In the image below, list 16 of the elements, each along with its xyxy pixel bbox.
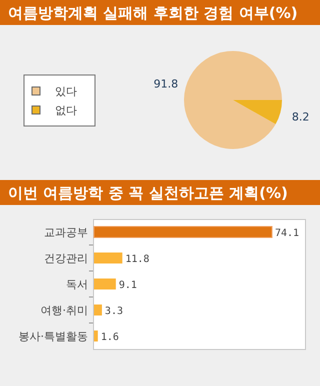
chart-title: 이번 여름방학 중 꼭 실천하고픈 계획(%)	[8, 184, 288, 202]
data-label: 11.8	[125, 254, 150, 265]
y-tick-label: 독서	[66, 278, 88, 291]
data-label: 8.2	[292, 110, 310, 124]
y-tick-label: 봉사·특별활동	[18, 330, 88, 343]
chart-title: 여름방학계획 실패해 후회한 경험 여부(%)	[8, 4, 298, 22]
y-tick-label: 여행·취미	[40, 304, 88, 317]
data-label: 91.8	[154, 77, 178, 90]
legend-label: 없다	[55, 104, 77, 117]
data-label: 9.1	[118, 280, 137, 291]
data-label: 74.1	[274, 228, 300, 239]
y-tick-label: 교과공부	[44, 226, 88, 239]
data-label: 1.6	[100, 332, 119, 343]
legend-label: 있다	[55, 85, 77, 98]
y-tick-label: 건강관리	[44, 252, 88, 265]
data-label: 3.3	[104, 306, 123, 317]
